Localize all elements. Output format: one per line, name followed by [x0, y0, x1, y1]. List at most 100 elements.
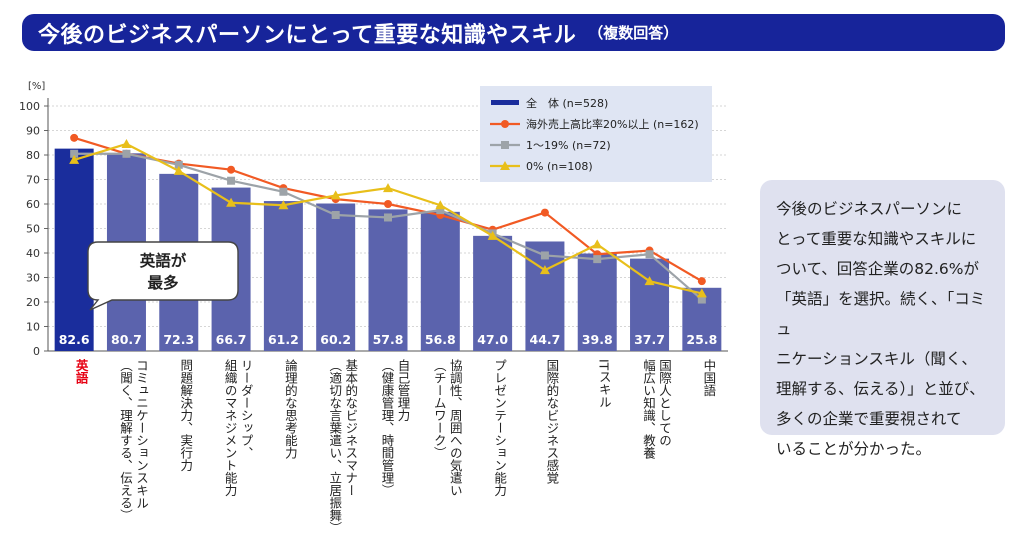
x-category-label-line: （健康管理、時間管理）: [380, 359, 395, 497]
x-category-label: 英語: [74, 358, 89, 385]
x-category-label: ITスキル: [597, 359, 612, 408]
x-category-label-line: 国際的なビジネス感覚: [544, 359, 559, 484]
x-category-label-line: （聞く、理解する、伝える）: [118, 359, 133, 522]
line-point-circle: [227, 165, 236, 174]
x-category-label-line: （適切な言葉遣い、立居振舞）: [327, 359, 342, 534]
legend-entry-label: 海外売上高比率20%以上 (n=162): [526, 117, 699, 131]
line-point-circle: [501, 120, 509, 128]
line-point-triangle: [383, 183, 393, 193]
callout-text: 最多: [147, 273, 179, 292]
line-point-square: [122, 149, 131, 158]
line-point-triangle: [592, 239, 603, 249]
y-tick-label: 0: [33, 345, 40, 358]
bar: [473, 235, 513, 351]
y-tick-label: 70: [26, 174, 40, 187]
legend-entry-label: 0% (n=108): [526, 160, 593, 173]
summary-note: 今後のビジネスパーソンに とって重要な知識やスキルに ついて、回答企業の82.6…: [760, 180, 1005, 458]
line-point-triangle: [69, 154, 80, 164]
summary-note-text: 今後のビジネスパーソンに とって重要な知識やスキルに ついて、回答企業の82.6…: [776, 200, 986, 458]
line-point-triangle: [173, 165, 184, 175]
line-point-circle: [70, 133, 79, 142]
x-category-label-line: （チームワーク）: [432, 359, 447, 459]
line-point-triangle: [696, 288, 707, 298]
x-category-label-line: プレゼンテーション能力: [492, 359, 507, 497]
legend-swatch-bar: [491, 100, 519, 105]
chart-subtitle: （複数回答）: [588, 24, 679, 42]
bar-value-label: 37.7: [634, 332, 665, 347]
bar-value-label: 80.7: [111, 332, 142, 347]
line-point-triangle: [121, 138, 132, 148]
line-point-square: [227, 176, 236, 185]
x-category-label-line: 幅広い知識、教養: [641, 358, 656, 460]
bar: [525, 241, 565, 351]
x-category-label-line: 自己管理力: [396, 359, 411, 422]
line-point-square: [331, 211, 340, 220]
y-tick-label: 100: [19, 100, 40, 113]
line-point-circle: [384, 200, 392, 208]
x-category-label: 基本的なビジネスマナー（適切な言葉遣い、立居振舞）: [327, 359, 358, 534]
x-category-label: 国際的なビジネス感覚: [544, 359, 559, 484]
x-category-label-line: 問題解決力、実行力: [178, 359, 193, 472]
bar: [368, 209, 408, 351]
x-category-label-line: 英語: [74, 358, 89, 385]
x-category-label-line: コミュニケーションスキル: [134, 359, 149, 509]
x-category-label: 論理的な思考能力: [283, 358, 298, 460]
bar: [263, 201, 303, 351]
line-point-triangle: [226, 197, 237, 207]
bar-value-label: 57.8: [373, 332, 404, 347]
line-point-triangle: [644, 276, 655, 286]
y-tick-label: 10: [26, 321, 40, 334]
callout-shape: [87, 241, 239, 311]
bar-value-label: 25.8: [686, 332, 717, 347]
line-point-square: [593, 255, 602, 264]
x-category-label-line: ITスキル: [597, 359, 612, 408]
x-category-label-line: リーダーシップ、: [239, 359, 254, 459]
callout-text: 英語が: [139, 251, 187, 270]
y-axis-unit: [%]: [28, 81, 45, 92]
bar-value-label: 56.8: [425, 332, 456, 347]
bar: [54, 148, 94, 351]
bar-value-label: 72.3: [163, 332, 194, 347]
bar: [316, 203, 356, 351]
chart-title: 今後のビジネスパーソンにとって重要な知識やスキル: [38, 22, 577, 48]
line-point-square: [436, 206, 445, 215]
title-banner: 今後のビジネスパーソンにとって重要な知識やスキル （複数回答）: [22, 14, 1005, 51]
bar-value-label: 61.2: [268, 332, 299, 347]
x-category-label: 中国語: [701, 358, 716, 397]
bar: [420, 211, 460, 351]
line-point-triangle: [487, 230, 498, 240]
y-tick-label: 50: [26, 223, 40, 236]
x-category-label-line: 基本的なビジネスマナー: [343, 359, 358, 497]
legend-entry-label: 全 体 (n=528): [526, 96, 608, 110]
line-point-square: [70, 149, 79, 158]
x-category-label: 問題解決力、実行力: [178, 359, 193, 472]
line-point-circle: [540, 208, 549, 217]
series-group: [70, 149, 706, 304]
y-tick-label: 40: [26, 247, 40, 260]
line-point-square: [279, 187, 288, 196]
bar: [577, 253, 617, 351]
series-group: [69, 138, 707, 298]
x-category-label: コミュニケーションスキル（聞く、理解する、伝える）: [118, 359, 149, 522]
line-point-triangle: [539, 265, 550, 275]
line-point-square: [174, 160, 183, 169]
x-category-label: リーダーシップ、組織のマネジメント能力: [223, 359, 254, 497]
y-tick-label: 80: [26, 149, 40, 162]
bar-value-label: 44.7: [530, 332, 561, 347]
line-point-circle: [697, 277, 706, 286]
x-category-label-line: 中国語: [701, 358, 716, 397]
line-point-square: [501, 141, 509, 149]
y-tick-label: 20: [26, 296, 40, 309]
x-category-label-line: 国際人としての: [657, 359, 672, 447]
line-point-square: [384, 213, 392, 222]
y-tick-label: 30: [26, 272, 40, 285]
bar-value-label: 47.0: [477, 332, 508, 347]
line-point-square: [645, 250, 654, 259]
bar: [630, 258, 670, 351]
x-category-label-line: 協調性、周囲への気遣い: [448, 358, 463, 497]
x-category-label: 協調性、周囲への気遣い（チームワーク）: [432, 358, 463, 497]
